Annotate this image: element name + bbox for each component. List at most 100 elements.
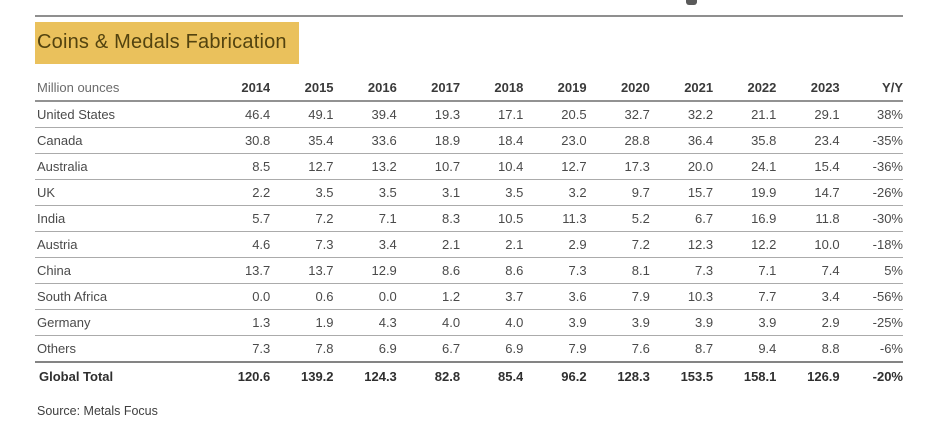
- cell-value: 18.9: [434, 133, 461, 148]
- table-row: Australia 8.5 12.7 13.2 10.7 10.4 12.7 17.3 20.0…: [35, 154, 903, 180]
- cell-value: 11.8: [815, 211, 840, 226]
- cell-value: 0.0: [252, 289, 271, 304]
- cell-value: 19.9: [751, 185, 777, 200]
- cell-value: 13.2: [371, 159, 397, 174]
- cell-value: 3.5: [505, 185, 524, 200]
- cell-value: 24.1: [751, 159, 777, 174]
- content-area: Coins & Medals Fabrication Million ounce…: [35, 0, 903, 421]
- cell-value: 16.9: [751, 211, 777, 226]
- cell-value: 7.1: [378, 211, 397, 226]
- cell-value: 126.9: [807, 369, 840, 384]
- cell-value: 85.4: [498, 369, 524, 384]
- cell-value: -20%: [872, 369, 903, 384]
- cell-value: 1.2: [441, 289, 461, 304]
- cell-value: 3.7: [505, 289, 524, 304]
- cell-value: 14.7: [814, 185, 840, 200]
- cell-value: 7.4: [821, 263, 840, 278]
- table-row: UK 2.2 3.5 3.5 3.1 3.5 3.2 9.7 15.7 19.9 14.7 -26%: [35, 180, 903, 206]
- cell-value: 4.0: [505, 315, 524, 330]
- cell-value: 7.3: [568, 263, 587, 278]
- cell-value: 0.0: [378, 289, 397, 304]
- cell-value: 21.1: [751, 107, 777, 122]
- table-row: Austria 4.6 7.3 3.4 2.1 2.1 2.9 7.2 12.3 12.2 10.0…: [35, 232, 903, 258]
- cell-value: 28.8: [624, 133, 650, 148]
- cell-value: 11.3: [562, 211, 587, 226]
- cell-value: 3.9: [695, 315, 714, 330]
- cell-value: 5%: [884, 263, 903, 278]
- table-header-row: Million ounces 2014 2015 2016 2017 2018 2019 2…: [35, 75, 903, 101]
- cell-value: 7.9: [631, 289, 650, 304]
- cell-value: 10.3: [687, 289, 714, 304]
- cell-value: 33.6: [371, 133, 397, 148]
- cell-value: 2.1: [505, 237, 524, 252]
- cell-value: 3.4: [378, 237, 397, 252]
- row-label: Austria: [37, 237, 78, 252]
- cell-value: 10.5: [498, 211, 524, 226]
- cell-value: 17.3: [624, 159, 650, 174]
- cell-value: 3.5: [378, 185, 397, 200]
- cell-value: 2.1: [441, 237, 461, 252]
- column-header: Y/Y: [882, 80, 903, 95]
- column-header: 2017: [431, 80, 461, 95]
- cell-value: -30%: [872, 211, 903, 226]
- cell-value: 32.2: [687, 107, 714, 122]
- column-header: 2020: [620, 80, 650, 95]
- cell-value: 139.2: [300, 369, 334, 384]
- table-row: China 13.7 13.7 12.9 8.6 8.6 7.3 8.1 7.3 7.1 7.4 5%: [35, 258, 903, 284]
- cell-value: 12.7: [561, 159, 587, 174]
- cell-value: 18.4: [498, 133, 524, 148]
- cell-value: 35.4: [308, 133, 334, 148]
- cell-value: 1.3: [252, 315, 271, 330]
- cell-value: 5.7: [252, 211, 271, 226]
- cell-value: 30.8: [244, 133, 271, 148]
- unit-label: Million ounces: [37, 80, 120, 95]
- cell-value: 23.0: [561, 133, 587, 148]
- row-label: Others: [37, 341, 77, 356]
- column-header: 2016: [367, 80, 397, 95]
- cell-value: 6.9: [505, 341, 524, 356]
- cell-value: 8.7: [695, 341, 714, 356]
- cell-value: 10.0: [814, 237, 840, 252]
- cell-value: 35.8: [751, 133, 777, 148]
- cell-value: 12.9: [371, 263, 397, 278]
- source-note: Source: Metals Focus: [37, 404, 158, 418]
- cell-value: 7.3: [252, 341, 271, 356]
- cell-value: 7.2: [315, 211, 334, 226]
- row-label: South Africa: [37, 289, 108, 304]
- cell-value: 3.2: [568, 185, 587, 200]
- cell-value: 4.6: [252, 237, 271, 252]
- cell-value: 32.7: [624, 107, 650, 122]
- cell-value: 46.4: [244, 107, 271, 122]
- cell-value: 23.4: [814, 133, 840, 148]
- cell-value: 8.1: [631, 263, 650, 278]
- cell-value: -26%: [872, 185, 903, 200]
- cell-value: 1.9: [315, 315, 334, 330]
- cell-value: 3.4: [821, 289, 840, 304]
- row-label: India: [37, 211, 66, 226]
- cell-value: 82.8: [434, 369, 461, 384]
- cell-value: 3.5: [315, 185, 334, 200]
- cell-value: 124.3: [364, 369, 397, 384]
- row-label: Canada: [37, 133, 83, 148]
- cell-value: 6.7: [695, 211, 714, 226]
- section-title-row: Coins & Medals Fabrication: [35, 22, 903, 66]
- cell-value: 7.1: [758, 263, 777, 278]
- row-label: Germany: [37, 315, 91, 330]
- cell-value: 19.3: [434, 107, 461, 122]
- cell-value: -6%: [879, 341, 903, 356]
- table-row: South Africa 0.0 0.6 0.0 1.2 3.7 3.6 7.9 10.3 7.7…: [35, 284, 903, 310]
- cell-value: 7.9: [568, 341, 587, 356]
- cell-value: 20.5: [561, 107, 587, 122]
- column-header: 2014: [241, 80, 271, 95]
- cell-value: 20.0: [687, 159, 714, 174]
- row-label: Australia: [37, 159, 88, 174]
- cell-value: 8.5: [252, 159, 271, 174]
- cell-value: 7.2: [631, 237, 650, 252]
- table-row: Others 7.3 7.8 6.9 6.7 6.9 7.9 7.6 8.7 9.4 8.8 -6%: [35, 336, 903, 362]
- cell-value: 10.4: [498, 159, 524, 174]
- row-label: China: [37, 263, 71, 278]
- cropped-text-fragment: [686, 0, 697, 5]
- cell-value: 7.6: [631, 341, 650, 356]
- column-header: 2022: [747, 80, 777, 95]
